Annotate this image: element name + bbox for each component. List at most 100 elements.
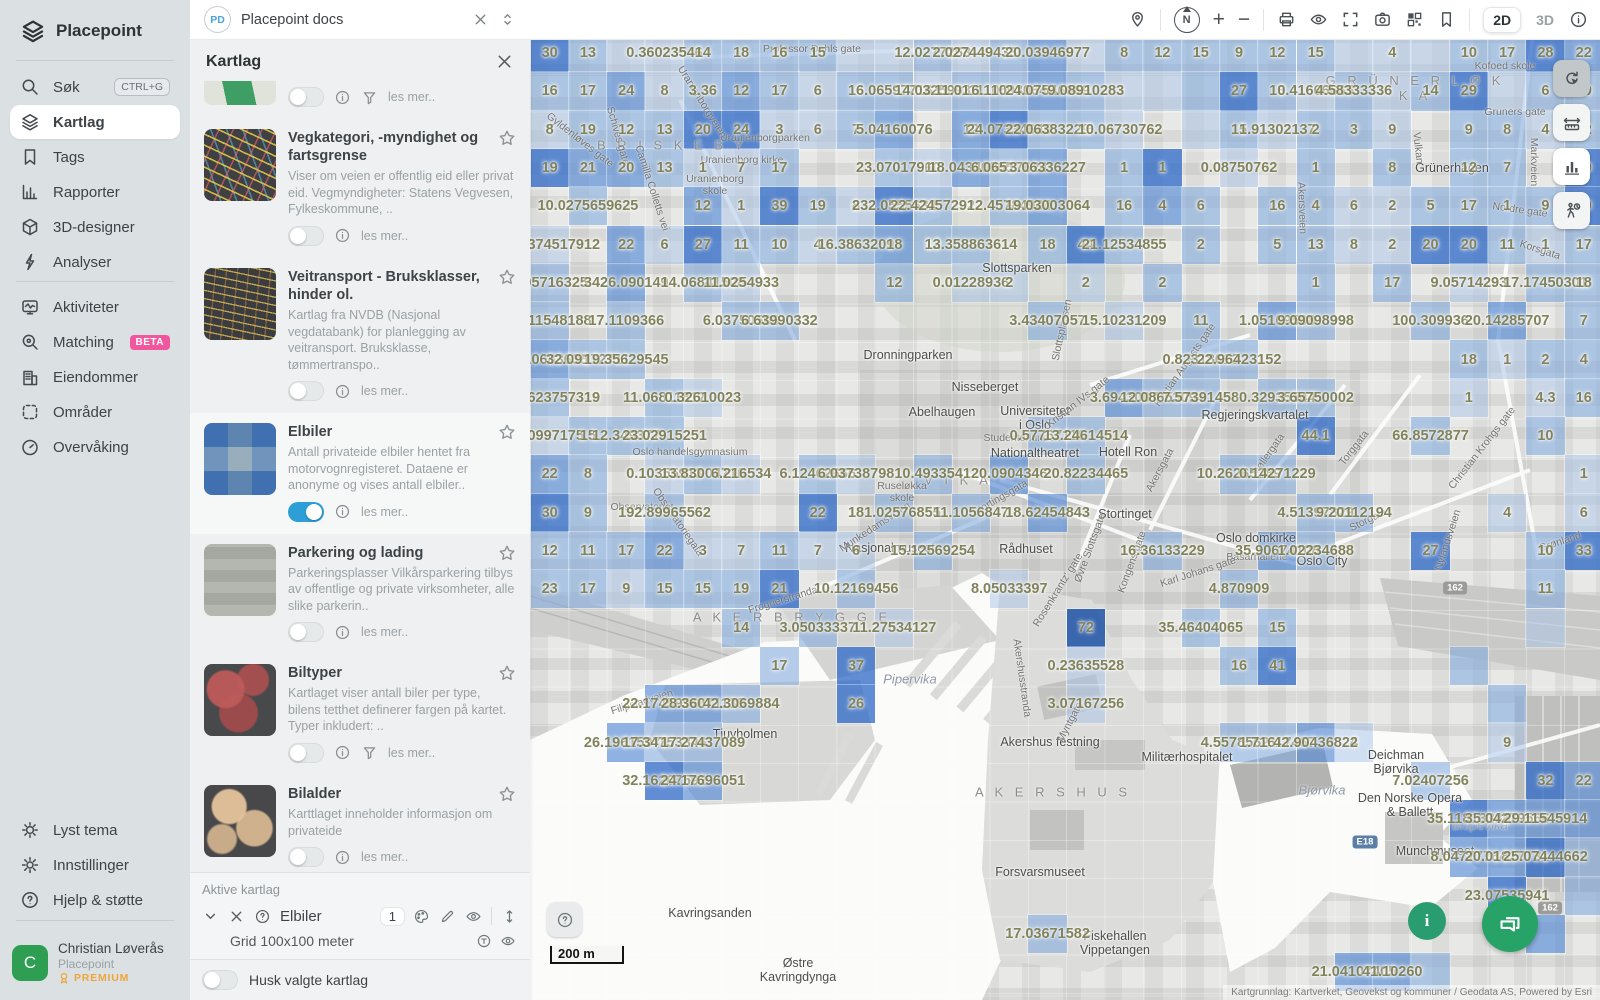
grid-cell[interactable] xyxy=(1486,224,1528,265)
print-icon[interactable] xyxy=(1277,10,1296,29)
grid-cell[interactable] xyxy=(1065,454,1106,495)
grid-cell[interactable] xyxy=(1103,186,1145,227)
grid-cell[interactable] xyxy=(1333,492,1375,533)
search-bar[interactable]: PD Placepoint docs xyxy=(190,0,530,39)
info-icon[interactable] xyxy=(1569,10,1588,29)
grid-cell[interactable] xyxy=(1486,109,1528,150)
grid-cell[interactable] xyxy=(1065,40,1106,74)
grid-cell[interactable] xyxy=(1065,224,1106,265)
grid-cell[interactable] xyxy=(1372,186,1413,227)
grid-cell[interactable] xyxy=(1257,530,1298,572)
grid-cell[interactable] xyxy=(874,147,915,189)
grid-cell[interactable] xyxy=(1563,377,1600,418)
grid-cell[interactable] xyxy=(1103,301,1145,342)
grid-cell[interactable] xyxy=(989,186,1030,227)
chevron-down-icon[interactable] xyxy=(202,908,219,925)
grid-cell[interactable] xyxy=(1142,40,1183,74)
grid-cell[interactable] xyxy=(682,109,723,150)
grid-cell[interactable] xyxy=(1257,40,1298,74)
grid-cell[interactable] xyxy=(1295,492,1336,533)
grid-cell[interactable] xyxy=(1525,224,1566,265)
grid-cell[interactable] xyxy=(1065,607,1106,648)
grid-cell[interactable] xyxy=(835,684,877,725)
layer-toggle[interactable] xyxy=(288,501,324,522)
grid-cell[interactable] xyxy=(912,454,953,495)
grid-cell[interactable] xyxy=(567,415,609,457)
grid-cell[interactable] xyxy=(530,377,570,418)
grid-cell[interactable] xyxy=(1180,224,1221,265)
grid-cell[interactable] xyxy=(874,492,915,533)
layer-card-veitransport[interactable]: Veitransport - Bruksklasser, hinder ol. K… xyxy=(190,258,530,413)
grid-cell[interactable] xyxy=(1486,186,1528,227)
sidebar-item-analyser[interactable]: Analyser xyxy=(10,245,180,279)
grid-cell[interactable] xyxy=(530,454,570,495)
grid-cell[interactable] xyxy=(1525,339,1566,380)
remember-layers-toggle[interactable] xyxy=(202,970,238,990)
grid-cell[interactable] xyxy=(1295,722,1336,763)
bookmark-icon[interactable] xyxy=(1437,10,1456,29)
grid-visibility-icon[interactable] xyxy=(500,933,516,949)
grid-cell[interactable] xyxy=(1257,224,1298,265)
grid-cell[interactable] xyxy=(797,71,838,112)
grid-cell[interactable] xyxy=(1180,109,1221,150)
grid-cell[interactable] xyxy=(1525,377,1566,418)
grid-cell[interactable] xyxy=(1486,147,1528,189)
grid-cell[interactable] xyxy=(835,186,877,227)
grid-cell[interactable] xyxy=(530,492,570,533)
grid-cell[interactable] xyxy=(1333,186,1375,227)
grid-cell[interactable] xyxy=(1027,224,1068,265)
grid-cell[interactable] xyxy=(1142,377,1183,418)
grid-cell[interactable] xyxy=(989,109,1030,150)
grid-cell[interactable] xyxy=(950,40,992,74)
grid-cell[interactable] xyxy=(1027,913,1068,955)
grid-cell[interactable] xyxy=(759,147,800,189)
sidebar-item-overv-king[interactable]: Overvåking xyxy=(10,430,180,464)
grid-cell[interactable] xyxy=(1525,837,1566,878)
grid-cell[interactable] xyxy=(835,109,877,150)
grid-cell[interactable] xyxy=(797,224,838,265)
grid-cell[interactable] xyxy=(1027,109,1068,150)
grid-cell[interactable] xyxy=(530,71,570,112)
grid-cell[interactable] xyxy=(1257,722,1298,763)
grid-cell[interactable] xyxy=(950,262,992,304)
grid-cell[interactable] xyxy=(912,186,953,227)
grid-cell[interactable] xyxy=(989,454,1030,495)
grid-cell[interactable] xyxy=(1295,224,1336,265)
grid-cell[interactable] xyxy=(1257,607,1298,648)
grid-cell[interactable] xyxy=(1027,415,1068,457)
chart-tool-button[interactable] xyxy=(1553,148,1590,185)
grid-cell[interactable] xyxy=(912,224,953,265)
grid-cell[interactable] xyxy=(606,722,647,763)
grid-cell[interactable] xyxy=(1525,530,1566,572)
info-icon[interactable] xyxy=(334,503,351,520)
grid-cell[interactable] xyxy=(720,186,762,227)
grid-cell[interactable] xyxy=(1180,377,1221,418)
grid-cell[interactable] xyxy=(912,71,953,112)
grid-cell[interactable] xyxy=(1218,569,1260,610)
sidebar-item-tags[interactable]: Tags xyxy=(10,140,180,174)
grid-cell[interactable] xyxy=(1372,262,1413,304)
grid-cell[interactable] xyxy=(874,40,915,74)
avatar[interactable]: C xyxy=(12,944,48,981)
grid-cell[interactable] xyxy=(1448,186,1489,227)
grid-cell[interactable] xyxy=(720,454,762,495)
grid-cell[interactable] xyxy=(1103,40,1145,74)
grid-cell[interactable] xyxy=(1410,530,1451,572)
grid-cell[interactable] xyxy=(1525,760,1566,801)
grid-cell[interactable] xyxy=(1218,645,1260,687)
grid-cell[interactable] xyxy=(682,760,723,801)
grid-cell[interactable] xyxy=(1486,71,1528,112)
grid-cell[interactable] xyxy=(567,71,609,112)
grid-cell[interactable] xyxy=(606,109,647,150)
grid-cell[interactable] xyxy=(1486,301,1528,342)
info-icon[interactable] xyxy=(334,744,351,761)
layer-toggle[interactable] xyxy=(288,742,324,763)
grid-cell[interactable] xyxy=(1448,645,1489,687)
grid-cell[interactable] xyxy=(1486,492,1528,533)
grid-cell[interactable] xyxy=(1257,109,1298,150)
grid-cell[interactable] xyxy=(682,454,723,495)
grid-cell[interactable] xyxy=(1180,607,1221,648)
grid-cell[interactable] xyxy=(874,109,915,150)
les-mer-link[interactable]: les mer.. xyxy=(361,625,409,640)
grid-cell[interactable] xyxy=(720,569,762,610)
